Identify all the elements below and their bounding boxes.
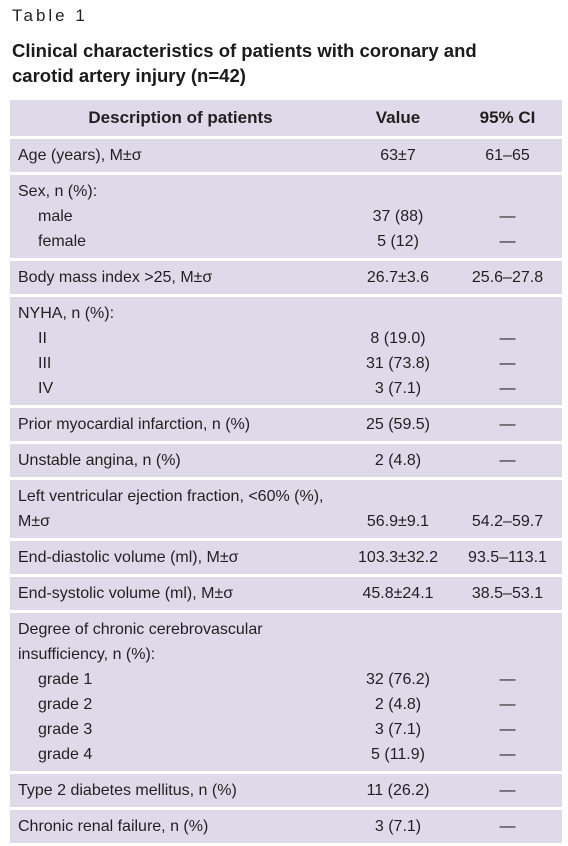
ci-cell: —: [499, 671, 516, 688]
table-line: Prior myocardial infarction, n (%) 25 (59…: [10, 412, 562, 437]
value-cell: 25 (59.5): [365, 416, 431, 433]
table-line: III 31 (73.8) —: [10, 351, 562, 376]
ci-cell: 54.2–59.7: [471, 513, 544, 530]
table-row: End-systolic volume (ml), M±σ 45.8±24.1 38…: [10, 577, 562, 610]
description-cell: NYHA, n (%):: [18, 305, 115, 322]
page: Table 1 Clinical characteristics of pati…: [10, 6, 562, 843]
table-row: Left ventricular ejection fraction, <60%…: [10, 480, 562, 538]
ci-cell: —: [499, 330, 516, 347]
table-label: Table 1: [12, 6, 88, 25]
value-cell: 3 (7.1): [374, 721, 422, 738]
description-cell: grade 3: [38, 721, 93, 738]
table-row: Sex, n (%): male 37 (88) — female 5 (12) —: [10, 175, 562, 258]
value-cell: 63±7: [380, 147, 416, 164]
description-cell: Age (years), M±σ: [18, 147, 142, 164]
value-cell: 45.8±24.1: [362, 585, 434, 602]
value-cell: 11 (26.2): [366, 782, 430, 799]
table-line: Body mass index >25, M±σ 26.7±3.6 25.6–27.…: [10, 265, 562, 290]
table-line: female 5 (12) —: [10, 229, 562, 254]
value-cell: 3 (7.1): [374, 380, 422, 397]
ci-cell: —: [499, 818, 516, 835]
table-line: Degree of chronic cerebrovascular insuff…: [10, 617, 562, 667]
ci-cell: 61–65: [485, 147, 530, 164]
table-line: Sex, n (%):: [10, 179, 562, 204]
description-cell: grade 2: [38, 696, 93, 713]
value-cell: 31 (73.8): [365, 355, 431, 372]
table-line: Type 2 diabetes mellitus, n (%) 11 (26.2)…: [10, 778, 562, 803]
value-cell: 103.3±32.2: [358, 549, 438, 566]
description-cell: female: [38, 233, 87, 250]
table-row: NYHA, n (%): II 8 (19.0) — III 31 (73.8) — IV 3 …: [10, 297, 562, 405]
table: Description of patients Value 95% CI Age…: [10, 100, 562, 846]
table-row: Unstable angina, n (%) 2 (4.8) —: [10, 444, 562, 477]
description-cell: male: [38, 208, 73, 225]
value-cell: 2 (4.8): [374, 696, 422, 713]
table-row: Age (years), M±σ 63±7 61–65: [10, 139, 562, 172]
description-cell: grade 1: [38, 671, 93, 688]
value-cell: 32 (76.2): [365, 671, 431, 688]
table-line: grade 1 32 (76.2) —: [10, 667, 562, 692]
table-line: IV 3 (7.1) —: [10, 376, 562, 401]
table-line: Unstable angina, n (%) 2 (4.8) —: [10, 448, 562, 473]
header-cell: 95% CI: [479, 108, 536, 127]
description-cell: III: [38, 355, 52, 372]
header-cell: Value: [375, 108, 421, 127]
table-row: Type 2 diabetes mellitus, n (%) 11 (26.2)…: [10, 774, 562, 807]
table-row: Body mass index >25, M±σ 26.7±3.6 25.6–27.…: [10, 261, 562, 294]
description-cell: Type 2 diabetes mellitus, n (%): [18, 782, 237, 799]
ci-cell: —: [499, 416, 516, 433]
value-cell: 56.9±9.1: [366, 513, 430, 530]
description-cell: Unstable angina, n (%): [18, 452, 181, 469]
table-row: Degree of chronic cerebrovascular insuff…: [10, 613, 562, 771]
ci-cell: 93.5–113.1: [468, 549, 547, 566]
description-cell: Sex, n (%):: [18, 183, 98, 200]
table-row: Chronic renal failure, n (%) 3 (7.1) —: [10, 810, 562, 843]
ci-cell: —: [499, 208, 516, 225]
description-cell: Degree of chronic cerebrovascular insuff…: [18, 621, 263, 663]
table-line: Chronic renal failure, n (%) 3 (7.1) —: [10, 814, 562, 839]
ci-cell: —: [499, 696, 516, 713]
ci-cell: —: [499, 452, 516, 469]
table-row: Prior myocardial infarction, n (%) 25 (59…: [10, 408, 562, 441]
value-cell: 26.7±3.6: [366, 269, 430, 286]
table-title: Clinical characteristics of patients wit…: [12, 40, 477, 86]
table-line: grade 4 5 (11.9) —: [10, 742, 562, 767]
value-cell: 8 (19.0): [370, 330, 426, 347]
value-cell: 5 (11.9): [371, 746, 425, 763]
header-cell: Description of patients: [88, 108, 273, 127]
ci-cell: —: [499, 355, 516, 372]
value-cell: 37 (88): [372, 208, 424, 225]
description-cell: End-diastolic volume (ml), M±σ: [18, 549, 239, 566]
table-line: grade 3 3 (7.1) —: [10, 717, 562, 742]
description-cell: Body mass index >25, M±σ: [18, 269, 213, 286]
ci-cell: 38.5–53.1: [471, 585, 544, 602]
table-line: grade 2 2 (4.8) —: [10, 692, 562, 717]
value-cell: 2 (4.8): [374, 452, 422, 469]
ci-cell: —: [499, 380, 516, 397]
table-row: End-diastolic volume (ml), M±σ 103.3±32.2…: [10, 541, 562, 574]
ci-cell: 25.6–27.8: [471, 269, 544, 286]
description-cell: II: [38, 330, 47, 347]
table-line: NYHA, n (%):: [10, 301, 562, 326]
ci-cell: —: [499, 782, 516, 799]
ci-cell: —: [499, 746, 516, 763]
table-line: End-diastolic volume (ml), M±σ 103.3±32.2…: [10, 545, 562, 570]
description-cell: Chronic renal failure, n (%): [18, 818, 209, 835]
table-line: male 37 (88) —: [10, 204, 562, 229]
description-cell: IV: [38, 380, 54, 397]
table-line: II 8 (19.0) —: [10, 326, 562, 351]
description-cell: Prior myocardial infarction, n (%): [18, 416, 251, 433]
ci-cell: —: [499, 233, 516, 250]
value-cell: 3 (7.1): [374, 818, 422, 835]
ci-cell: —: [499, 721, 516, 738]
header-row: Description of patients Value 95% CI: [10, 100, 562, 136]
description-cell: grade 4: [38, 746, 93, 763]
description-cell: Left ventricular ejection fraction, <60%…: [18, 488, 324, 530]
value-cell: 5 (12): [377, 233, 419, 250]
table-line: Age (years), M±σ 63±7 61–65: [10, 143, 562, 168]
description-cell: End-systolic volume (ml), M±σ: [18, 585, 234, 602]
table-line: End-systolic volume (ml), M±σ 45.8±24.1 38…: [10, 581, 562, 606]
table-line: Left ventricular ejection fraction, <60%…: [10, 484, 562, 534]
